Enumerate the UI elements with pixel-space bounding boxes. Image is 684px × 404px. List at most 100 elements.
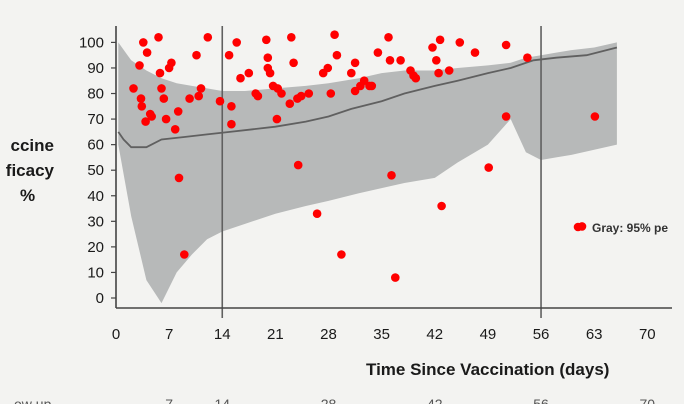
confidence-band (118, 42, 617, 304)
legend-layer: Gray: 95% pe (573, 221, 668, 235)
data-point (304, 89, 314, 98)
y-axis-title-fragment: ccine (11, 136, 54, 155)
data-point (192, 50, 201, 60)
y-tick-label: 50 (87, 162, 104, 179)
y-tick-label: 20 (87, 239, 104, 256)
data-point (232, 38, 241, 47)
data-point (470, 48, 480, 57)
data-point (293, 160, 303, 170)
x-tick-label: 21 (267, 326, 284, 343)
axes-layer (111, 26, 672, 309)
footer-fragment: …ow up (0, 396, 52, 404)
data-point (312, 209, 322, 218)
x-tick-label: 42 (426, 326, 443, 343)
data-point (157, 84, 166, 93)
data-point (147, 112, 156, 121)
data-point (141, 117, 150, 126)
data-point (385, 56, 395, 65)
data-point (326, 89, 336, 98)
data-point (347, 68, 356, 78)
data-point (523, 53, 532, 62)
y-axis-title-fragment: ficacy (6, 161, 55, 180)
x-tick-label: 63 (586, 326, 603, 343)
y-tick-label: 100 (79, 34, 104, 51)
data-point (224, 50, 234, 60)
data-point (265, 68, 275, 78)
y-tick-label: 10 (87, 264, 104, 281)
data-point (501, 40, 511, 50)
data-point (137, 102, 147, 111)
y-tick-label: 70 (87, 111, 104, 128)
data-point (253, 91, 263, 101)
data-point (411, 73, 421, 83)
data-point (373, 48, 383, 57)
footer-fragment: 56 (533, 396, 549, 404)
data-point (227, 119, 236, 129)
data-point (435, 35, 445, 45)
y-tick-label: 40 (87, 188, 104, 205)
data-point (262, 35, 271, 45)
data-point (287, 33, 296, 42)
x-tick-label: 56 (533, 326, 550, 343)
data-point (272, 114, 282, 124)
y-tick-label: 60 (87, 137, 104, 154)
data-point (194, 91, 203, 101)
data-point (396, 56, 405, 65)
x-tick-label: 7 (165, 326, 173, 343)
x-tick-label: 49 (480, 326, 497, 343)
data-point (161, 114, 171, 124)
data-point (203, 33, 213, 42)
data-point (236, 73, 245, 83)
y-axis-title-fragment: % (20, 186, 35, 205)
data-point (484, 163, 494, 172)
y-tick-label: 30 (87, 213, 104, 230)
data-point (142, 48, 152, 57)
data-point (277, 89, 286, 98)
data-point (437, 201, 446, 211)
data-point (215, 96, 225, 106)
data-point (337, 250, 346, 259)
data-point (444, 66, 454, 75)
data-point (323, 63, 333, 73)
data-point (129, 84, 138, 93)
data-point (359, 76, 369, 85)
x-tick-label: 0 (112, 326, 120, 343)
legend-label: Gray: 95% pe (592, 221, 668, 235)
data-point (167, 58, 176, 68)
data-point (455, 38, 465, 47)
footer-fragment: 70 (640, 396, 656, 404)
data-point (332, 50, 342, 60)
data-point (185, 94, 194, 103)
data-point (263, 53, 273, 62)
data-point (174, 173, 184, 183)
data-point (155, 68, 165, 78)
data-point (391, 273, 400, 282)
footer-fragment: 14 (214, 396, 230, 404)
data-point (350, 58, 360, 68)
data-point (289, 58, 298, 68)
data-point (432, 56, 441, 65)
x-tick-label: 14 (214, 326, 231, 343)
y-tick-label: 0 (96, 290, 104, 307)
data-point-layer (129, 30, 600, 282)
data-point (196, 84, 206, 93)
data-point (136, 94, 146, 103)
y-tick-label: 80 (87, 86, 104, 103)
data-point (135, 61, 144, 70)
x-tick-label: 28 (320, 326, 337, 343)
data-point (170, 125, 180, 134)
data-point (180, 250, 189, 259)
data-point (173, 107, 183, 116)
data-point (227, 102, 236, 111)
data-point (590, 112, 600, 121)
central-line-layer (117, 46, 618, 149)
data-point (501, 112, 511, 121)
tick-label-layer: 0 10 20 30 40 50 60 70 80 90 100 0 7 14 21 28 35 42 49 56 63… (79, 34, 656, 343)
vertical-marker-layer (221, 26, 542, 318)
data-point (350, 86, 360, 96)
efficacy-central-line (117, 46, 618, 149)
x-axis-title: Time Since Vaccination (days) (366, 360, 609, 379)
x-tick-label: 70 (639, 326, 656, 343)
